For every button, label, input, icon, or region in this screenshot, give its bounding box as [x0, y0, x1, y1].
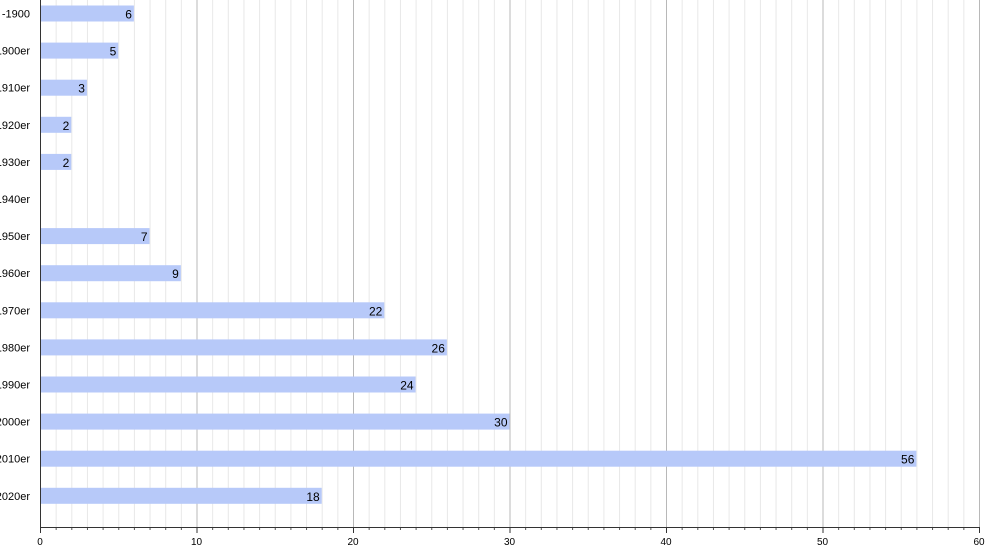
bar: [41, 413, 510, 430]
data-label: 7: [141, 230, 148, 244]
bar: [41, 450, 917, 467]
category-label: 2010er: [0, 454, 30, 466]
x-tick-label: 40: [660, 537, 672, 545]
data-label: 2: [63, 156, 70, 170]
x-tick-label: 60: [973, 537, 985, 545]
bar: [41, 228, 150, 245]
x-tick-label: 20: [347, 537, 359, 545]
category-label: 1970er: [0, 305, 30, 317]
category-label: 1900er: [0, 46, 30, 58]
category-label: 1920er: [0, 120, 30, 132]
data-label: 30: [494, 416, 508, 430]
category-label: 1940er: [0, 194, 30, 206]
category-label: 1990er: [0, 380, 30, 392]
x-tick-label: 0: [37, 537, 43, 545]
category-label: 2020er: [0, 491, 30, 503]
bar: [41, 116, 72, 133]
x-tick-label: 30: [504, 537, 516, 545]
data-label: 6: [125, 8, 132, 22]
category-label: 1910er: [0, 83, 30, 95]
data-label: 2: [63, 119, 70, 133]
category-labels: -1900 1900er 1910er 1920er 1930er 1940er 1950e…: [0, 9, 30, 503]
category-label: 1960er: [0, 268, 30, 280]
data-label: 26: [432, 341, 446, 355]
data-label: 18: [306, 490, 320, 504]
bar: [41, 5, 134, 22]
x-tick-label: 50: [817, 537, 829, 545]
bar: [41, 42, 119, 59]
bar: [41, 339, 447, 356]
bars: [41, 5, 917, 504]
bar: [41, 487, 322, 504]
category-label: 2000er: [0, 417, 30, 429]
data-label: 3: [78, 82, 85, 96]
category-label: 1980er: [0, 342, 30, 354]
data-label: 22: [369, 304, 383, 318]
bar: [41, 376, 416, 393]
data-label: 24: [400, 379, 414, 393]
data-label: 9: [172, 267, 179, 281]
x-tick-label: 10: [191, 537, 203, 545]
category-label: 1930er: [0, 157, 30, 169]
bar: [41, 265, 181, 282]
data-label: 5: [110, 45, 117, 59]
category-label: 1950er: [0, 231, 30, 243]
x-axis: 0 10 20 30 40 50 60: [37, 0, 985, 545]
grid: [55, 0, 980, 527]
bar: [41, 302, 385, 319]
bar: [41, 153, 72, 170]
data-label: 56: [901, 453, 915, 467]
bar: [41, 79, 87, 96]
category-label: -1900: [2, 9, 30, 21]
